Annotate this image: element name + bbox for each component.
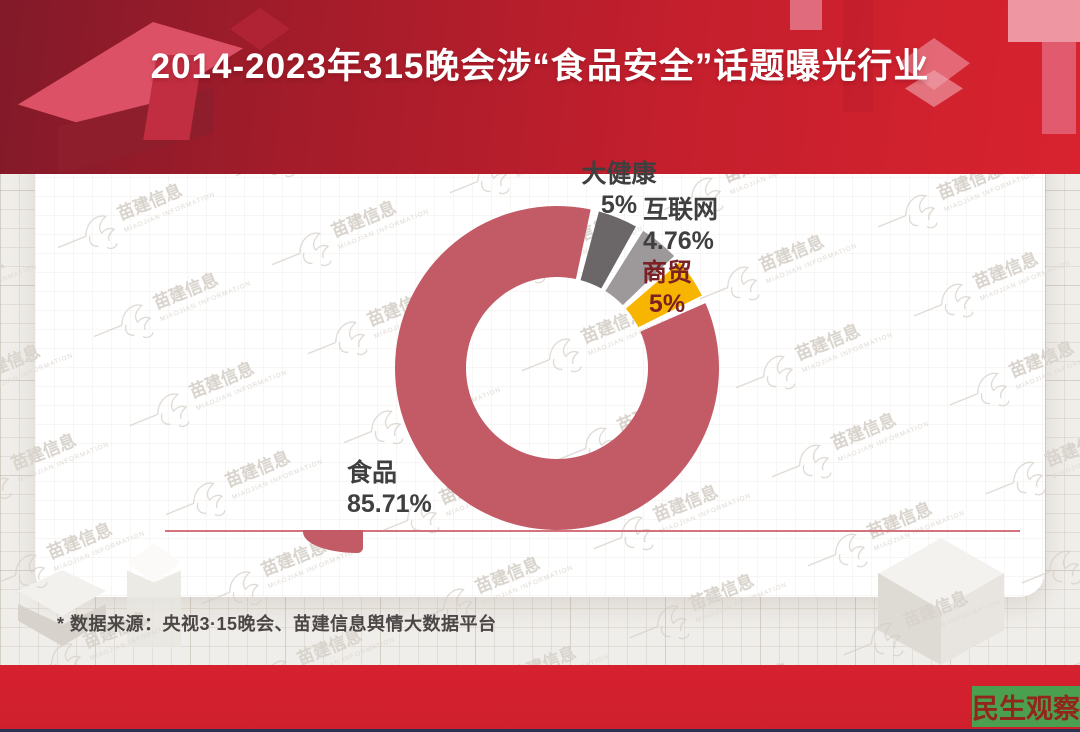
header-3d-shape-right-bar2	[843, 0, 873, 112]
overlay-badge: 民生观察	[972, 686, 1080, 727]
segment-name: 互联网	[643, 196, 719, 224]
header-3d-shape-corner-block	[1008, 0, 1080, 42]
footer-bottom-edge	[0, 729, 1080, 732]
segment-label-hulianwang: 互联网 4.76%	[643, 195, 718, 257]
segment-value: 4.76%	[643, 227, 714, 255]
header-3d-shape-right-bar1	[790, 0, 822, 30]
segment-name: 商贸	[641, 259, 692, 287]
segment-name: 大健康	[581, 160, 657, 188]
footer-band: 苗建信息 MIAOJIAN INFORMATION 澎湃号 @苗	[0, 665, 1080, 729]
segment-label-shangmao: 商贸 5%	[617, 258, 717, 320]
segment-value: 85.71%	[347, 490, 432, 518]
header-3d-shape-corner-bar	[1042, 42, 1076, 134]
page-title: 2014-2023年315晚会涉“食品安全”话题曝光行业	[150, 47, 930, 86]
segment-value: 5%	[648, 290, 686, 318]
source-note: * 数据来源：央视3·15晚会、苗建信息舆情大数据平台	[57, 614, 497, 634]
header-band: 2014-2023年315晚会涉“食品安全”话题曝光行业	[0, 0, 1080, 174]
segment-name: 食品	[347, 459, 398, 487]
segment-label-shipin: 食品 85.71%	[347, 458, 432, 520]
